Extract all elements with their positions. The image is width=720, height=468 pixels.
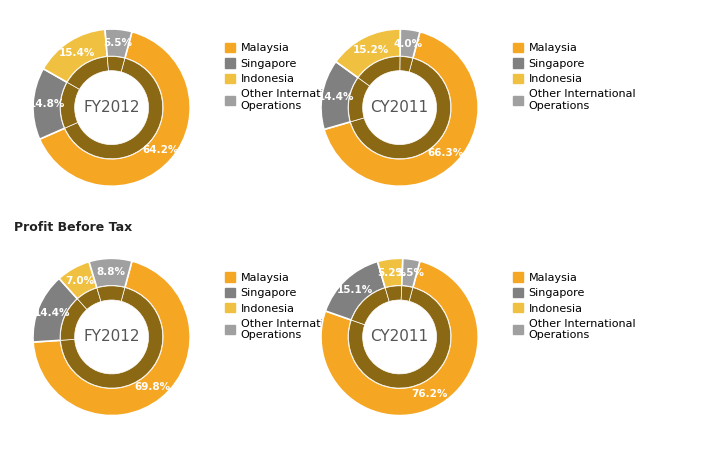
Wedge shape [324,32,478,186]
Legend: Malaysia, Singapore, Indonesia, Other International
Operations: Malaysia, Singapore, Indonesia, Other In… [513,43,635,111]
Wedge shape [402,258,420,288]
Legend: Malaysia, Singapore, Indonesia, Other International
Operations: Malaysia, Singapore, Indonesia, Other In… [513,272,635,340]
Legend: Malaysia, Singapore, Indonesia, Other International
Operations: Malaysia, Singapore, Indonesia, Other In… [225,43,347,111]
Wedge shape [336,29,400,78]
Text: CY2011: CY2011 [371,329,428,344]
Wedge shape [321,62,358,130]
Text: 5.5%: 5.5% [103,38,132,48]
Wedge shape [59,262,97,299]
Text: 66.3%: 66.3% [428,148,464,158]
Legend: Malaysia, Singapore, Indonesia, Other International
Operations: Malaysia, Singapore, Indonesia, Other In… [225,272,347,340]
Wedge shape [107,57,125,72]
Wedge shape [40,32,190,186]
Wedge shape [358,57,400,86]
Text: 3.5%: 3.5% [395,268,424,278]
Text: 14.8%: 14.8% [29,99,66,109]
Wedge shape [60,82,79,128]
Text: 14.4%: 14.4% [34,307,70,318]
Text: 15.1%: 15.1% [337,285,374,295]
Wedge shape [348,288,451,388]
Wedge shape [321,261,478,416]
Wedge shape [401,286,413,301]
Wedge shape [60,288,163,388]
Text: 8.8%: 8.8% [96,268,125,278]
Wedge shape [377,258,403,288]
Text: 15.2%: 15.2% [352,45,389,55]
Wedge shape [351,58,451,159]
Wedge shape [97,286,125,301]
Text: 64.2%: 64.2% [143,145,179,154]
Wedge shape [78,288,101,309]
Wedge shape [60,299,87,340]
Wedge shape [105,29,132,58]
Wedge shape [348,78,369,122]
Text: 5.2%: 5.2% [377,268,406,278]
Wedge shape [67,57,109,89]
Wedge shape [33,69,67,139]
Wedge shape [33,278,78,342]
Text: 76.2%: 76.2% [412,389,448,399]
Wedge shape [325,262,385,320]
Wedge shape [43,29,107,82]
Wedge shape [400,29,420,58]
Text: 15.4%: 15.4% [59,48,95,58]
Text: Profit Before Tax: Profit Before Tax [14,221,132,234]
Text: 7.0%: 7.0% [66,276,94,286]
Wedge shape [33,261,190,416]
Text: CY2011: CY2011 [371,100,428,115]
Wedge shape [385,286,402,301]
Wedge shape [65,58,163,159]
Text: FY2012: FY2012 [84,329,140,344]
Wedge shape [89,258,132,288]
Text: 14.4%: 14.4% [318,92,354,102]
Wedge shape [400,57,413,72]
Text: 4.0%: 4.0% [394,39,423,49]
Text: FY2012: FY2012 [84,100,140,115]
Text: 69.8%: 69.8% [135,382,171,392]
Wedge shape [351,288,390,325]
